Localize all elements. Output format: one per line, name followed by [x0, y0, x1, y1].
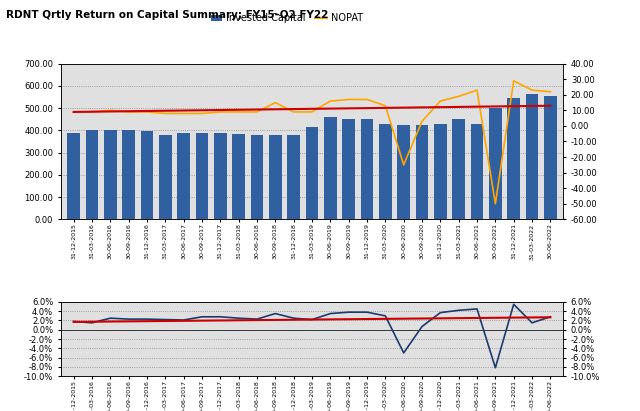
Bar: [452, 119, 465, 219]
Bar: [232, 134, 245, 219]
Legend: Invested Capital, NOPAT: Invested Capital, NOPAT: [207, 9, 367, 27]
Bar: [324, 117, 337, 219]
Bar: [141, 132, 154, 219]
Bar: [342, 119, 355, 219]
Bar: [508, 98, 520, 219]
Bar: [470, 124, 483, 219]
Bar: [177, 133, 190, 219]
Bar: [104, 130, 116, 219]
Bar: [67, 133, 80, 219]
Bar: [360, 119, 373, 219]
Bar: [86, 130, 99, 219]
Bar: [544, 96, 557, 219]
Bar: [214, 133, 227, 219]
Bar: [122, 130, 135, 219]
Bar: [251, 135, 264, 219]
Bar: [397, 125, 410, 219]
Bar: [287, 135, 300, 219]
Bar: [525, 94, 538, 219]
Bar: [415, 125, 428, 219]
Bar: [379, 124, 392, 219]
Bar: [434, 124, 447, 219]
Text: RDNT Qrtly Return on Capital Summary; FY15–Q2 FY22: RDNT Qrtly Return on Capital Summary; FY…: [6, 10, 329, 20]
Bar: [269, 135, 282, 219]
Bar: [196, 133, 209, 219]
Bar: [489, 108, 502, 219]
Bar: [159, 135, 172, 219]
Bar: [305, 127, 319, 219]
